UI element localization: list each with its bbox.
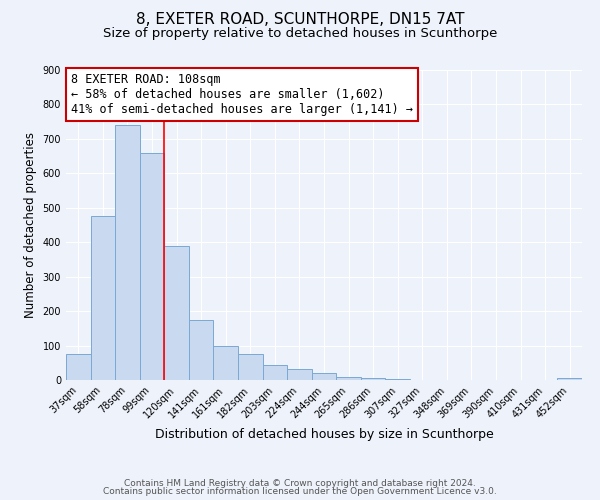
Text: Contains HM Land Registry data © Crown copyright and database right 2024.: Contains HM Land Registry data © Crown c…	[124, 478, 476, 488]
Bar	[238, 354, 263, 380]
Bar	[189, 320, 214, 380]
Text: Size of property relative to detached houses in Scunthorpe: Size of property relative to detached ho…	[103, 28, 497, 40]
Bar	[66, 354, 91, 380]
Y-axis label: Number of detached properties: Number of detached properties	[24, 132, 37, 318]
Bar	[164, 246, 189, 380]
Bar	[140, 152, 164, 380]
Bar	[214, 346, 238, 380]
Text: Contains public sector information licensed under the Open Government Licence v3: Contains public sector information licen…	[103, 487, 497, 496]
Bar	[115, 125, 140, 380]
Text: 8, EXETER ROAD, SCUNTHORPE, DN15 7AT: 8, EXETER ROAD, SCUNTHORPE, DN15 7AT	[136, 12, 464, 28]
Bar	[385, 379, 410, 380]
Bar	[91, 216, 115, 380]
Bar	[312, 373, 336, 380]
Bar	[557, 378, 582, 380]
Bar	[287, 368, 312, 380]
Bar	[361, 378, 385, 380]
X-axis label: Distribution of detached houses by size in Scunthorpe: Distribution of detached houses by size …	[155, 428, 493, 441]
Text: 8 EXETER ROAD: 108sqm
← 58% of detached houses are smaller (1,602)
41% of semi-d: 8 EXETER ROAD: 108sqm ← 58% of detached …	[71, 73, 413, 116]
Bar	[263, 364, 287, 380]
Bar	[336, 376, 361, 380]
